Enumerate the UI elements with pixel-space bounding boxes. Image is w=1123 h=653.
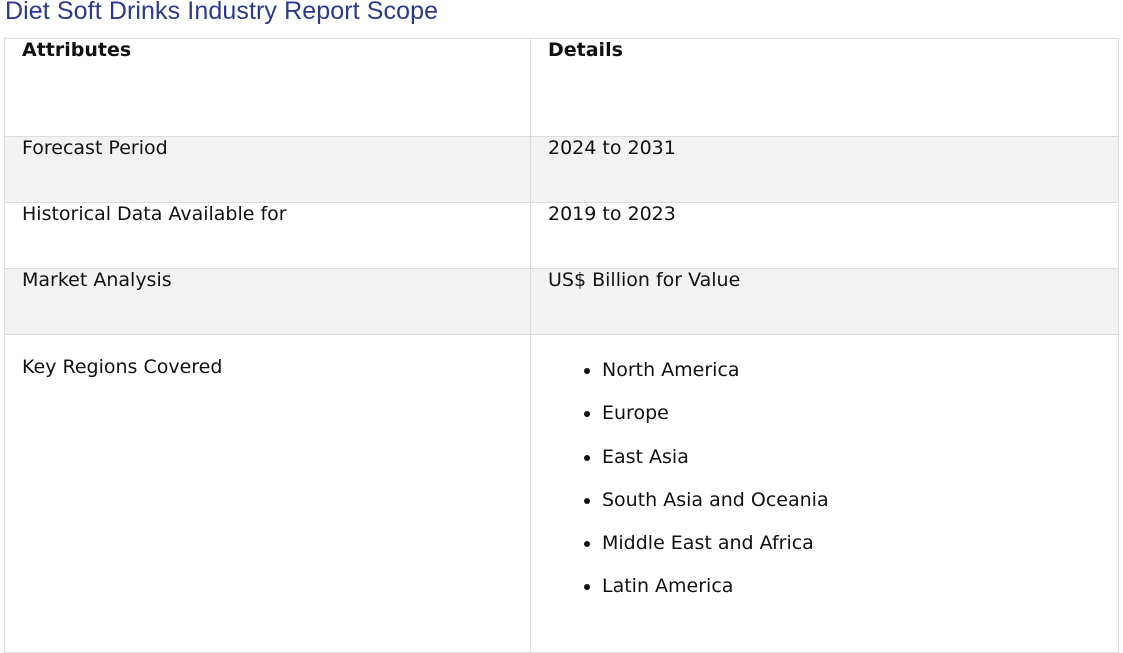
detail-cell: 2019 to 2023 <box>530 202 1119 269</box>
attribute-cell: Forecast Period <box>4 136 531 203</box>
column-header-attributes: Attributes <box>4 38 531 137</box>
attribute-cell: Historical Data Available for <box>4 202 531 269</box>
table-row: Key Regions Covered North America Europe… <box>4 334 1119 653</box>
table-header-row: Attributes Details <box>4 38 1119 137</box>
list-item: Europe <box>602 402 1118 424</box>
list-item: South Asia and Oceania <box>602 489 1118 511</box>
regions-list: North America Europe East Asia South Asi… <box>548 359 1118 597</box>
table-row: Market Analysis US$ Billion for Value <box>4 268 1119 335</box>
attribute-cell: Key Regions Covered <box>4 334 531 653</box>
list-item: North America <box>602 359 1118 381</box>
list-item: Middle East and Africa <box>602 532 1118 554</box>
detail-cell: North America Europe East Asia South Asi… <box>530 334 1119 653</box>
report-scope-table: Attributes Details Forecast Period 2024 … <box>4 38 1119 653</box>
attribute-cell: Market Analysis <box>4 268 531 335</box>
list-item: East Asia <box>602 446 1118 468</box>
list-item: Latin America <box>602 575 1118 597</box>
detail-cell: 2024 to 2031 <box>530 136 1119 203</box>
table-row: Historical Data Available for 2019 to 20… <box>4 202 1119 269</box>
column-header-details: Details <box>530 38 1119 137</box>
page-title: Diet Soft Drinks Industry Report Scope <box>5 0 439 25</box>
detail-cell: US$ Billion for Value <box>530 268 1119 335</box>
table-row: Forecast Period 2024 to 2031 <box>4 136 1119 203</box>
